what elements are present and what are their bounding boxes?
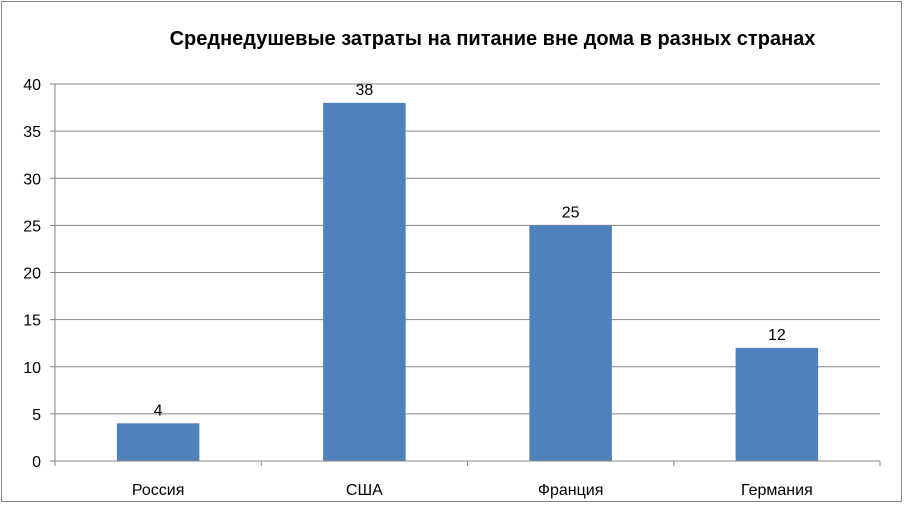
bar [529, 225, 612, 461]
gridlines [55, 83, 880, 415]
chart-title: Среднедушевые затраты на питание вне дом… [169, 28, 816, 50]
y-tick-label: 10 [23, 360, 41, 377]
x-category-label: США [346, 482, 383, 499]
data-label: 12 [768, 327, 786, 344]
bar [323, 102, 406, 461]
y-tick-label: 20 [23, 266, 41, 283]
y-tick-label: 40 [23, 77, 41, 94]
y-tick-label: 15 [23, 313, 41, 330]
y-tick-label: 5 [32, 407, 41, 424]
bars [116, 102, 819, 461]
data-label: 25 [562, 204, 580, 221]
y-tick-label: 35 [23, 124, 41, 141]
y-tick-label: 30 [23, 171, 41, 188]
x-category-label: Россия [132, 482, 184, 499]
bar [116, 423, 200, 461]
data-label: 38 [355, 82, 373, 99]
x-category-label: Германия [741, 482, 813, 499]
x-category-label: Франция [538, 482, 604, 499]
y-tick-label: 25 [23, 218, 41, 235]
data-label: 4 [154, 402, 163, 419]
y-tick-label: 0 [32, 454, 41, 471]
axes [50, 83, 881, 466]
labels: 0 5 10 15 20 25 30 35 40 4 Россия 38 США 25 Франция 12 Г… [23, 77, 813, 499]
bar [735, 347, 819, 461]
